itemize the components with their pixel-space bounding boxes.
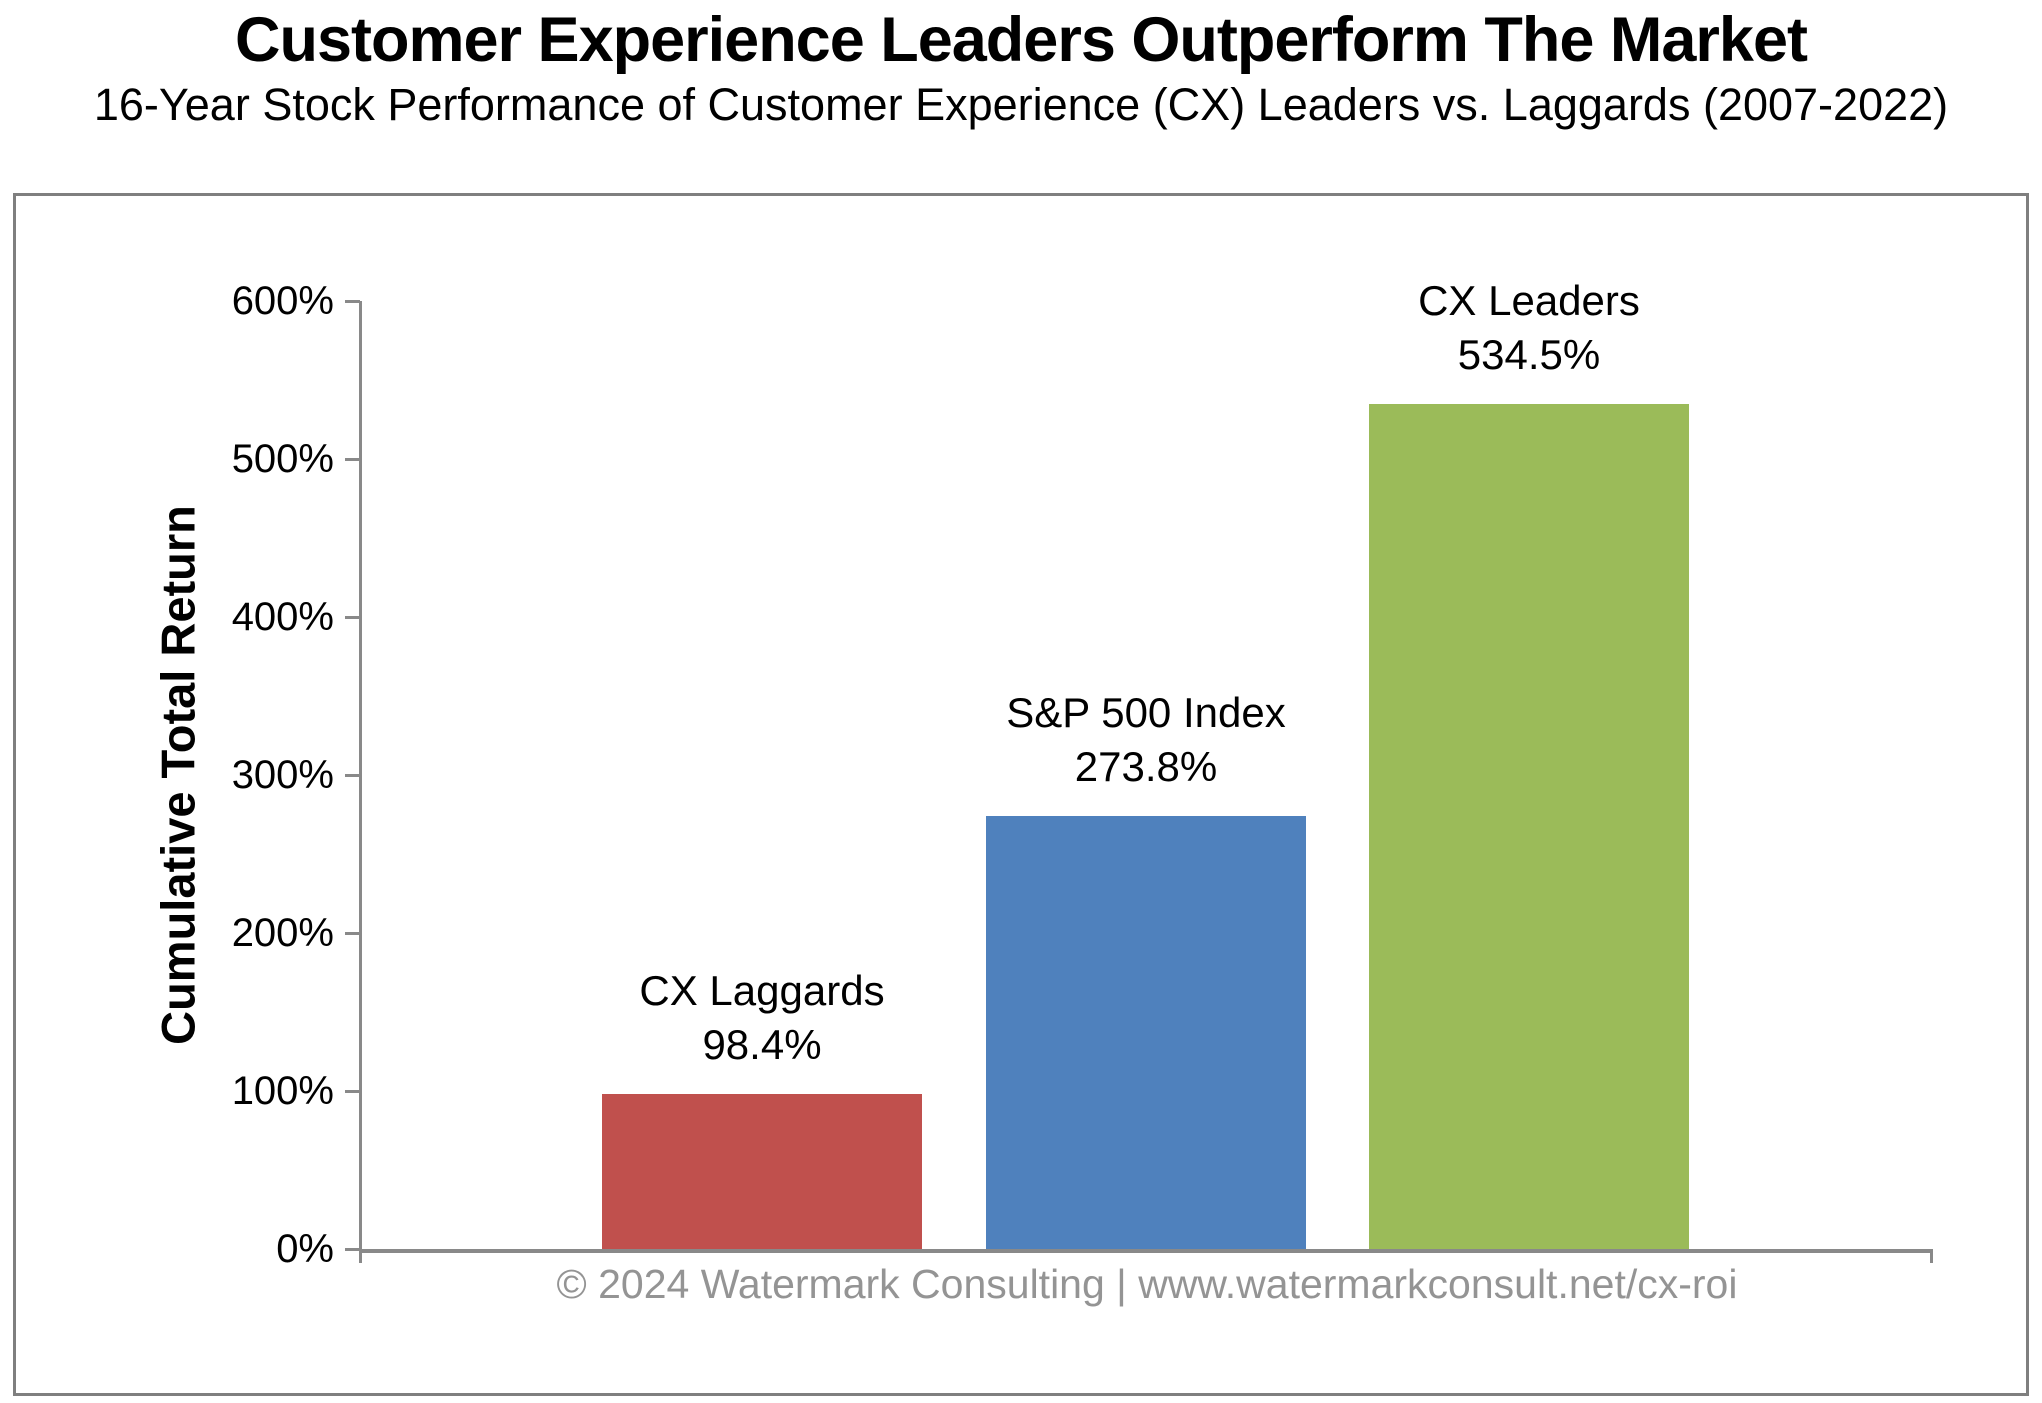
y-tick-label: 300%: [231, 753, 334, 797]
y-tick-label: 400%: [231, 595, 334, 639]
x-axis-line: [359, 1249, 1933, 1253]
y-tick-mark: [345, 932, 360, 935]
bar-cx-leaders: [1369, 404, 1689, 1249]
y-tick-mark: [345, 616, 360, 619]
x-axis-right-tick: [1930, 1249, 1933, 1263]
x-axis-left-tick: [359, 1249, 362, 1263]
bar-label: S&P 500 Index 273.8%: [886, 686, 1406, 794]
bar-s-p-500-index: [986, 816, 1306, 1249]
chart-frame: Cumulative Total Return 0% 100% 200% 300% 40…: [13, 193, 2029, 1396]
bar-value-label: 534.5%: [1457, 331, 1601, 379]
y-tick-mark: [345, 1248, 360, 1251]
bar-label: CX Laggards 98.4%: [502, 964, 1022, 1072]
y-tick-label: 100%: [231, 1069, 334, 1113]
chart-credit-text: © 2024 Watermark Consulting | www.waterm…: [556, 1261, 1738, 1307]
bar-category-label: CX Leaders: [1418, 277, 1640, 325]
bar-value-label: 98.4%: [702, 1020, 822, 1068]
y-tick-mark: [345, 300, 360, 303]
bar-category-label: S&P 500 Index: [1006, 689, 1286, 737]
y-tick-label: 200%: [231, 911, 334, 955]
y-tick-mark: [345, 774, 360, 777]
y-tick-label: 0%: [276, 1227, 334, 1271]
bar-value-label: 273.8%: [1074, 743, 1218, 791]
page-title: Customer Experience Leaders Outperform T…: [235, 5, 1808, 75]
y-tick-mark: [345, 458, 360, 461]
y-tick-label: 600%: [231, 279, 334, 323]
bar-category-label: CX Laggards: [639, 966, 885, 1014]
y-axis-line: [359, 301, 362, 1262]
y-tick-label: 500%: [231, 437, 334, 481]
bar-label: CX Leaders 534.5%: [1269, 274, 1789, 382]
y-tick-mark: [345, 1090, 360, 1093]
page-subtitle: 16-Year Stock Performance of Customer Ex…: [93, 79, 1949, 130]
bar-cx-laggards: [602, 1093, 922, 1249]
chart-credit: © 2024 Watermark Consulting | www.waterm…: [361, 1258, 1933, 1308]
